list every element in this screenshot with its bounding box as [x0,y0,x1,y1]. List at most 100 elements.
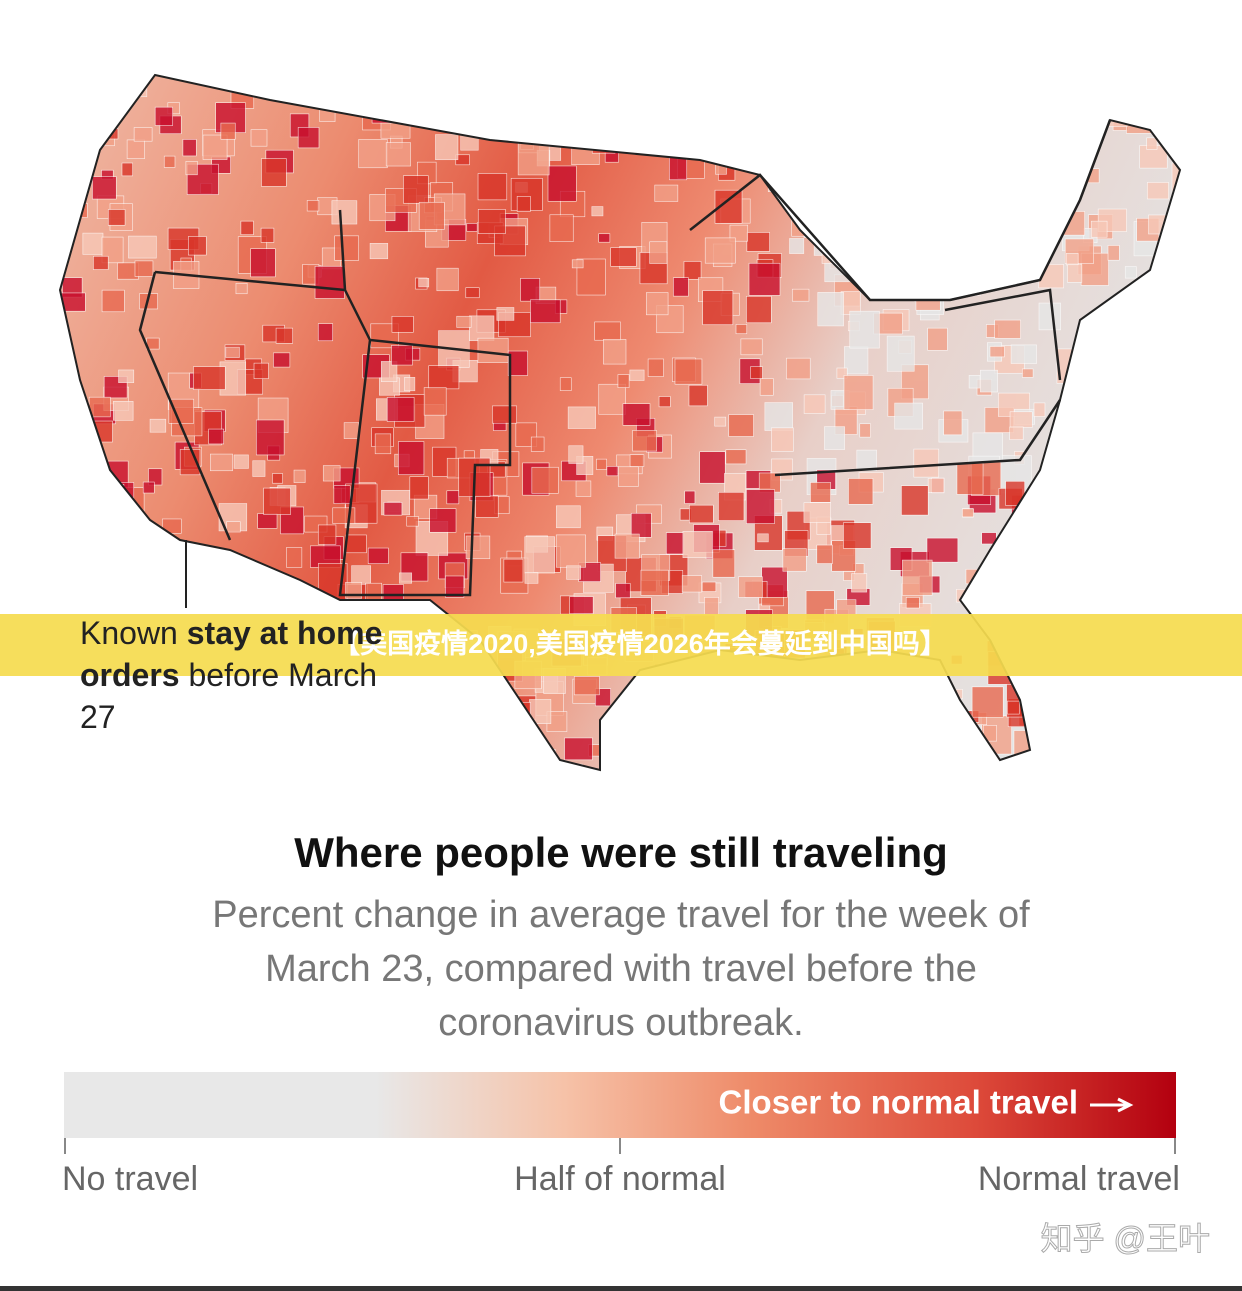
county [77,118,97,136]
county [460,130,479,151]
county [1103,544,1133,579]
county [306,200,320,212]
county [91,774,116,800]
county [871,708,888,727]
county [927,478,945,493]
county [875,764,891,770]
county [980,369,998,393]
county [751,697,781,729]
county [681,575,702,593]
county [85,478,115,514]
county [1122,743,1135,754]
county [517,135,550,176]
annotation-text: Known [80,615,178,651]
county [429,508,457,533]
county [380,749,399,765]
county [524,536,555,574]
county [1034,565,1062,596]
county [93,255,109,270]
county [1026,531,1059,569]
county [477,173,508,201]
county [524,572,539,584]
county [1087,321,1119,362]
county [1065,253,1079,266]
county [887,730,904,750]
county [927,327,948,351]
banner [0,614,1242,676]
county [1178,444,1180,481]
county [206,556,237,594]
county [746,295,772,324]
county [630,512,652,538]
county [1091,75,1105,86]
county [1176,553,1180,568]
county [836,367,848,379]
county [615,583,631,599]
county [1000,266,1019,281]
county [746,489,775,524]
county [231,772,257,798]
county [1160,408,1178,429]
county [682,531,713,558]
county [1007,700,1020,715]
county [62,456,85,480]
county [674,358,703,385]
county [1077,142,1094,160]
county [250,129,268,147]
county [743,686,757,700]
county [606,466,619,477]
county [968,375,981,389]
county [710,125,730,146]
county [1144,752,1165,770]
county [1087,547,1114,577]
county [334,235,359,261]
county [786,357,811,380]
county [701,581,717,592]
county [331,200,358,225]
county [948,760,961,770]
county [1014,187,1039,219]
county [1171,162,1180,193]
county [851,573,868,593]
county [631,761,657,770]
county [598,771,610,781]
bottom-rule [0,1286,1242,1291]
county [403,175,429,204]
county [888,136,921,164]
county [665,756,696,770]
county [1043,173,1066,198]
county [208,743,225,765]
county [446,490,460,505]
county [1097,705,1130,742]
county [210,453,233,472]
county [93,132,106,146]
county [340,766,372,770]
county [456,315,472,328]
county [658,396,671,408]
county [1056,585,1067,594]
county [260,227,275,243]
county [744,687,775,713]
county [954,147,985,181]
county [132,583,158,609]
county [64,79,85,96]
county [445,575,465,598]
county [496,307,515,321]
county [1134,707,1163,737]
county [1090,220,1108,238]
county [683,261,702,280]
county [1156,567,1180,598]
county [891,111,903,121]
county [600,141,614,152]
county [385,771,396,781]
county [911,189,932,206]
county [240,220,254,236]
county [465,535,491,560]
subtitle-line: March 23, compared with travel before th… [265,948,977,990]
county [737,720,767,752]
subtitle-line: coronavirus outbreak. [438,1002,803,1044]
county [65,750,94,770]
county [162,518,182,534]
county [1026,227,1042,246]
county [1113,516,1129,530]
